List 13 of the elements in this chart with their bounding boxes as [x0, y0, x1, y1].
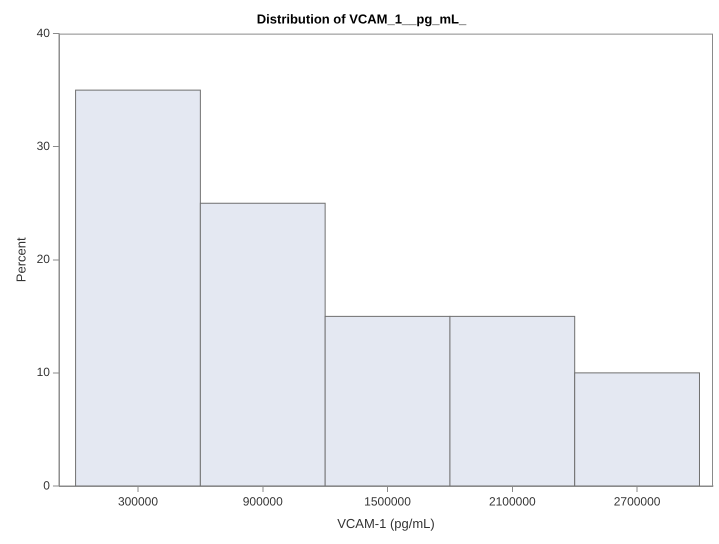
chart-title: Distribution of VCAM_1__pg_mL_ — [256, 11, 467, 26]
x-tick-label: 1500000 — [364, 494, 412, 509]
x-tick-label: 2700000 — [614, 494, 661, 509]
y-tick-label: 10 — [36, 365, 50, 380]
y-tick-label: 30 — [36, 139, 50, 154]
x-tick-label: 900000 — [242, 494, 284, 509]
x-axis-title: VCAM-1 (pg/mL) — [337, 516, 435, 531]
y-tick-label: 20 — [36, 252, 50, 266]
y-axis-title: Percent — [13, 237, 28, 282]
x-tick-label: 300000 — [118, 494, 158, 509]
x-tick-label: 2100000 — [488, 494, 536, 509]
y-tick-label: 40 — [36, 26, 50, 40]
y-tick-label: 0 — [43, 478, 50, 492]
